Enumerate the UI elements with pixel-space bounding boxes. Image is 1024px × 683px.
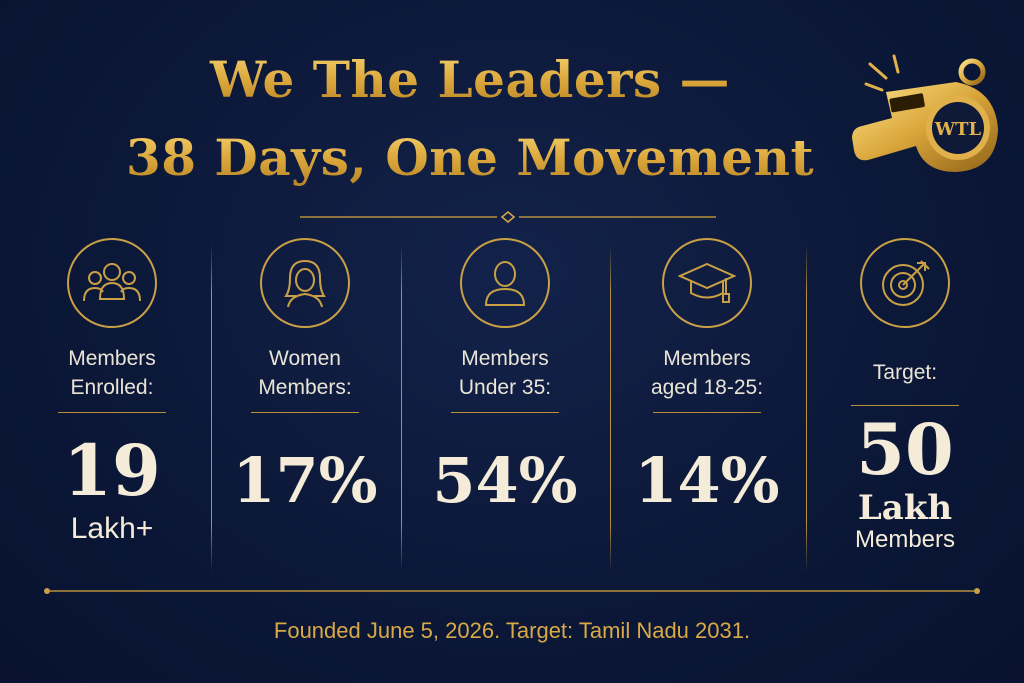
group-icon bbox=[83, 263, 141, 302]
column-divider bbox=[610, 244, 611, 572]
stat-value: 54% bbox=[432, 444, 578, 517]
bottom-divider bbox=[44, 588, 980, 594]
stat-label: Members Enrolled: bbox=[68, 347, 156, 399]
stat-target: Target: 50 Lakh Members bbox=[810, 238, 1000, 554]
stat-label: Target: bbox=[872, 361, 938, 384]
stat-members-under-35: Members Under 35: 54% bbox=[410, 238, 600, 521]
stat-label: Members Under 35: bbox=[458, 347, 552, 399]
stat-separator bbox=[851, 405, 959, 406]
stat-value-subtitle: Members bbox=[854, 526, 956, 553]
person-icon-circle bbox=[460, 238, 550, 328]
footer-text: Founded June 5, 2026. Target: Tamil Nadu… bbox=[273, 618, 751, 643]
stat-value-unit: Lakh+ bbox=[70, 512, 154, 545]
stat-separator bbox=[451, 412, 559, 413]
stat-value: 19 bbox=[63, 429, 161, 512]
title-line-1: We The Leaders — bbox=[0, 50, 950, 109]
stat-separator bbox=[58, 412, 166, 413]
stat-value: 50 bbox=[856, 408, 954, 491]
group-icon-circle bbox=[67, 238, 157, 328]
stat-label: Members aged 18-25: bbox=[650, 347, 764, 399]
title-line-2: 38 Days, One Movement bbox=[0, 128, 950, 187]
stat-separator bbox=[251, 412, 359, 413]
stat-members-enrolled: Members Enrolled: 19 Lakh+ bbox=[17, 238, 207, 547]
stat-members-aged-18-25: Members aged 18-25: 14% bbox=[612, 238, 802, 521]
stat-value: 14% bbox=[634, 444, 780, 517]
graduation-cap-icon-circle bbox=[662, 238, 752, 328]
title-divider bbox=[300, 211, 716, 223]
stat-separator bbox=[653, 412, 761, 413]
target-icon bbox=[882, 260, 930, 306]
column-divider bbox=[211, 244, 212, 572]
stat-value: 17% bbox=[232, 444, 378, 517]
stat-value-unit: Lakh bbox=[857, 488, 953, 528]
stat-women-members: Women Members: 17% bbox=[210, 238, 400, 521]
woman-icon-circle bbox=[260, 238, 350, 328]
whistle-logo: WTL bbox=[846, 50, 1006, 185]
graduation-cap-icon bbox=[678, 262, 736, 303]
column-divider bbox=[401, 244, 402, 572]
stat-label: Women Members: bbox=[258, 347, 352, 399]
person-icon bbox=[484, 261, 526, 306]
target-icon-circle bbox=[860, 238, 950, 328]
whistle-icon: WTL bbox=[852, 54, 998, 172]
column-divider bbox=[806, 244, 807, 572]
woman-icon bbox=[284, 260, 326, 308]
whistle-badge-text: WTL bbox=[934, 119, 982, 140]
